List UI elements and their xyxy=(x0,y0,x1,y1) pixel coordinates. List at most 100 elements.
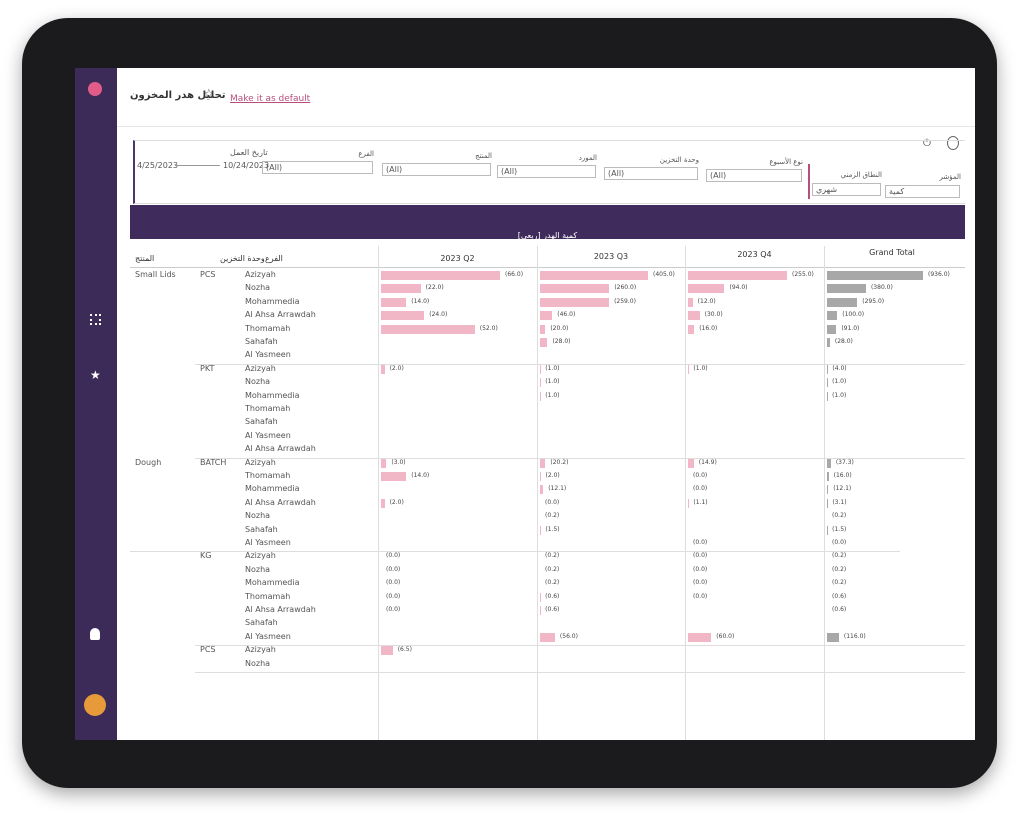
branch-label: Sahafah xyxy=(245,337,278,346)
setting-dropdown[interactable]: شهري xyxy=(812,183,881,196)
value-label: (14.0) xyxy=(411,472,430,479)
sidebar: ★ xyxy=(75,68,117,740)
date-slider xyxy=(175,165,220,166)
value-label: (20.0) xyxy=(550,324,569,332)
filter-dropdown[interactable]: (All) xyxy=(706,169,802,182)
bar xyxy=(381,271,500,280)
notification-icon[interactable] xyxy=(90,628,100,640)
value-label: (0.2) xyxy=(832,565,847,573)
value-label: (37.3) xyxy=(835,458,854,466)
value-label: (0.0) xyxy=(693,472,708,479)
group-line xyxy=(195,457,965,459)
value-label: (0.0) xyxy=(386,592,401,600)
branch-label: Sahafah xyxy=(245,524,278,534)
bar xyxy=(540,485,544,495)
branch-label: Thomamah xyxy=(245,404,291,413)
bar xyxy=(381,311,425,321)
branch-label: Nozha xyxy=(245,377,271,387)
value-label: (6.5) xyxy=(397,646,412,654)
bar xyxy=(381,498,385,508)
bar xyxy=(688,458,694,468)
value-label: (0.0) xyxy=(693,485,708,493)
value-label: (20.2) xyxy=(550,458,569,466)
favorite-star[interactable]: ☆ xyxy=(203,87,215,102)
value-label: (380.0) xyxy=(870,284,893,292)
column-line xyxy=(824,246,825,740)
unit-label: KG xyxy=(200,551,212,561)
value-label: (22.0) xyxy=(425,284,444,292)
column-line xyxy=(685,246,686,740)
branch-label: Nozha xyxy=(245,658,271,668)
filter-label: المورد xyxy=(578,154,597,162)
column-header: Grand Total xyxy=(869,248,915,257)
value-label: (66.0) xyxy=(505,271,524,278)
value-label: (259.0) xyxy=(614,297,636,305)
dashboard-icon[interactable] xyxy=(90,314,101,325)
bar xyxy=(827,297,858,307)
branch-label: Mohammedia xyxy=(245,296,300,306)
branch-label: Thomamah xyxy=(245,323,291,333)
bar xyxy=(381,284,421,294)
value-label: (1.0) xyxy=(832,391,847,399)
value-label: (12.1) xyxy=(833,485,852,493)
circle-icon[interactable] xyxy=(947,136,959,150)
bar xyxy=(381,646,393,656)
value-label: (0.2) xyxy=(545,512,560,520)
value-label: (1.5) xyxy=(832,525,847,533)
bar xyxy=(827,632,839,642)
banner xyxy=(130,205,965,239)
bar xyxy=(688,271,787,280)
bar xyxy=(381,364,385,374)
branch-label: Azizyah xyxy=(245,457,276,467)
column-header: 2023 Q2 xyxy=(440,254,475,263)
value-label: (14.0) xyxy=(411,297,430,305)
value-label: (1.0) xyxy=(693,364,708,372)
branch-label: Azizyah xyxy=(245,551,276,561)
value-label: (100.0) xyxy=(842,311,865,319)
group-line xyxy=(195,672,965,673)
bar xyxy=(827,485,829,495)
value-label: (255.0) xyxy=(792,271,814,278)
bar xyxy=(827,338,830,347)
value-label: (0.2) xyxy=(545,552,560,560)
setting-label: النطاق الزمني xyxy=(840,171,882,179)
filter-divider xyxy=(808,164,810,199)
bar xyxy=(540,632,555,642)
avatar[interactable] xyxy=(84,694,106,716)
value-label: (24.0) xyxy=(429,311,448,319)
value-label: (94.0) xyxy=(729,284,748,292)
bar xyxy=(381,297,407,307)
value-label: (0.0) xyxy=(832,539,847,546)
setting-dropdown[interactable]: كمية xyxy=(885,185,960,198)
value-label: (0.0) xyxy=(545,498,560,506)
bar xyxy=(540,271,648,280)
date-start: 4/25/2023 xyxy=(137,161,179,170)
filter-dropdown[interactable]: (All) xyxy=(497,165,596,178)
value-label: (91.0) xyxy=(841,324,860,332)
bar xyxy=(540,297,610,307)
row-header: وحدة التخزين xyxy=(220,254,265,263)
page-title: تحليل هدر المخزون xyxy=(130,90,226,101)
value-label: (1.0) xyxy=(545,378,560,386)
branch-label: Al Ahsa Arrawdah xyxy=(245,497,316,507)
favorites-icon[interactable]: ★ xyxy=(90,368,101,382)
filter-dropdown[interactable]: (All) xyxy=(382,163,491,176)
value-label: (0.2) xyxy=(832,512,847,520)
bar xyxy=(540,311,553,321)
value-label: (0.0) xyxy=(386,565,401,573)
branch-label: Al Yasmeen xyxy=(245,538,291,547)
branch-label: Thomamah xyxy=(245,471,291,480)
branch-label: Nozha xyxy=(245,564,271,574)
filter-dropdown[interactable]: (All) xyxy=(604,167,698,180)
value-label: (0.0) xyxy=(693,539,708,546)
value-label: (0.2) xyxy=(545,579,560,587)
default-link[interactable]: Make it as default xyxy=(230,94,311,104)
group-line xyxy=(195,645,965,647)
filter-label: المنتج xyxy=(475,152,492,160)
filter-dropdown[interactable]: (All) xyxy=(262,161,373,174)
power-icon[interactable]: ⏻ xyxy=(923,138,931,149)
divider xyxy=(117,126,975,127)
unit-label: PCS xyxy=(200,270,216,279)
group-line xyxy=(130,551,900,553)
